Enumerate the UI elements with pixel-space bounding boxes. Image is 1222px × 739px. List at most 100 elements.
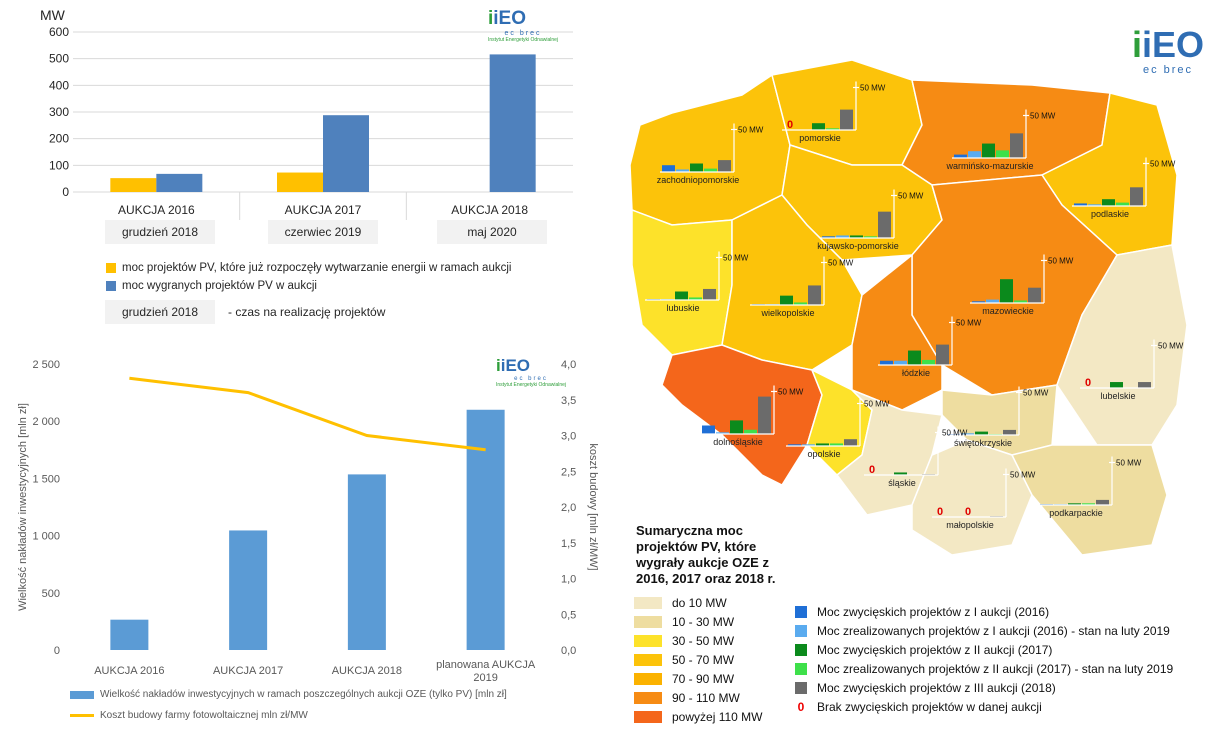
series-swatch bbox=[795, 643, 807, 656]
logo-tagline: ec brec bbox=[504, 30, 542, 37]
series-swatch bbox=[795, 662, 807, 675]
scale-label: 50 MW bbox=[1010, 471, 1036, 480]
band-row: 90 - 110 MW bbox=[634, 688, 762, 707]
zero-marker: 0 bbox=[937, 506, 943, 518]
legend-swatch-yellow bbox=[106, 263, 116, 273]
region-bar bbox=[744, 429, 757, 434]
investment-chart: 0 500 1 000 1 500 2 000 2 500 0,0 0,5 1,0 1,5 2,0 2… bbox=[17, 359, 599, 684]
region-bar bbox=[812, 123, 825, 130]
region-bar bbox=[982, 143, 995, 158]
ieo-logo: iiEO ec brec Instytut Energetyki Odnawia… bbox=[488, 8, 559, 43]
band-label: 50 - 70 MW bbox=[672, 652, 735, 667]
series-swatch bbox=[795, 624, 807, 637]
region-bar bbox=[690, 163, 703, 172]
power-band-legend: do 10 MW 10 - 30 MW 30 - 50 MW 50 - 70 M… bbox=[634, 593, 762, 726]
region-bar bbox=[758, 396, 771, 434]
region-name: warmińsko-mazurskie bbox=[945, 161, 1033, 171]
region-bar bbox=[1116, 202, 1129, 206]
logo-text: iEO bbox=[493, 8, 527, 29]
region-bar bbox=[675, 291, 688, 300]
region-bar bbox=[961, 433, 974, 435]
zero-marker: 0 bbox=[1085, 377, 1091, 389]
region-bar bbox=[794, 302, 807, 305]
region-bar bbox=[1138, 382, 1151, 388]
band-row: 10 - 30 MW bbox=[634, 612, 762, 631]
legend-deadline-desc: - czas na realizację projektów bbox=[228, 305, 386, 319]
y-tick-label: 2 500 bbox=[32, 359, 60, 371]
legend-yellow: moc projektów PV, które już rozpoczęły w… bbox=[106, 262, 511, 274]
scale-label: 50 MW bbox=[723, 254, 749, 263]
series-row: Moc zrealizowanych projektów z II aukcji… bbox=[795, 659, 1173, 678]
band-label: 30 - 50 MW bbox=[672, 633, 735, 648]
region-bar bbox=[894, 360, 907, 365]
x-tick-label: 2019 bbox=[473, 672, 497, 684]
region-bar bbox=[908, 350, 921, 365]
scale-label: 50 MW bbox=[864, 400, 890, 409]
y2-tick-label: 2,0 bbox=[561, 502, 576, 514]
region-bar bbox=[1102, 199, 1115, 206]
x-tick-label: AUKCJA 2017 bbox=[213, 665, 283, 677]
scale-label: 50 MW bbox=[778, 388, 804, 397]
bar bbox=[466, 409, 505, 650]
scale-label: 50 MW bbox=[956, 319, 982, 328]
y2-tick-label: 1,0 bbox=[561, 574, 576, 586]
band-label: 10 - 30 MW bbox=[672, 614, 735, 629]
legend-deadline-box: grudzień 2018 bbox=[105, 300, 215, 324]
map-title-line-2: projektów PV, które bbox=[636, 539, 757, 554]
region-name: łódzkie bbox=[902, 368, 930, 378]
region-bar bbox=[808, 285, 821, 305]
series-label: Moc zrealizowanych projektów z I aukcji … bbox=[817, 623, 1170, 638]
region-dolnoslaskie bbox=[661, 344, 823, 486]
region-bar bbox=[986, 299, 999, 303]
x-tick-label: AUKCJA 2016 bbox=[94, 665, 164, 677]
scale-label: 50 MW bbox=[942, 429, 968, 438]
region-bar bbox=[954, 154, 967, 158]
x-tick-label: AUKCJA 2016 bbox=[118, 203, 195, 217]
zero-marker: 0 bbox=[965, 506, 971, 518]
region-bar bbox=[718, 160, 731, 172]
legend-swatch-blue bbox=[106, 281, 116, 291]
region-bar bbox=[864, 236, 877, 238]
region-name: mazowieckie bbox=[982, 306, 1034, 316]
region-bar bbox=[1068, 503, 1081, 505]
logo-tagline: ec brec bbox=[1142, 64, 1194, 76]
region-bar bbox=[780, 295, 793, 305]
region-name: opolskie bbox=[807, 449, 840, 459]
bar bbox=[323, 115, 369, 192]
bar bbox=[489, 54, 536, 193]
legend-yellow-label: moc projektów PV, które już rozpoczęły w… bbox=[122, 262, 512, 274]
bar bbox=[110, 178, 157, 192]
y-tick-label: 200 bbox=[49, 132, 69, 146]
region-bar bbox=[816, 443, 829, 446]
y-tick-label: 500 bbox=[49, 52, 69, 66]
series-swatch bbox=[795, 681, 807, 694]
y-tick-label: 0 bbox=[54, 645, 60, 657]
region-bar bbox=[972, 301, 985, 303]
region-bar bbox=[936, 344, 949, 365]
y-tick-label: 100 bbox=[49, 158, 69, 172]
series-row: Moc zrealizowanych projektów z I aukcji … bbox=[795, 621, 1173, 640]
region-bar bbox=[975, 431, 988, 435]
region-bar bbox=[1096, 499, 1109, 505]
x-tick-label: planowana AUKCJA bbox=[436, 659, 536, 671]
scale-label: 50 MW bbox=[828, 259, 854, 268]
band-label: 90 - 110 MW bbox=[672, 690, 740, 705]
region-malopolskie bbox=[911, 439, 1033, 556]
logo-tagline: ec brec bbox=[514, 376, 548, 382]
bar bbox=[229, 530, 268, 650]
region-name: kujawsko-pomorskie bbox=[817, 241, 899, 251]
legend-bar: Wielkość nakładów inwestycyjnych w ramac… bbox=[70, 689, 507, 700]
region-podkarpackie bbox=[1010, 444, 1168, 556]
region-bar bbox=[894, 472, 907, 475]
bar bbox=[156, 173, 203, 192]
auction-power-chart-panel: MW 0 100 200 300 400 500 600 AUKCJA 2016 AUKCJA 2… bbox=[18, 0, 588, 330]
legend-swatch-bar bbox=[70, 690, 94, 699]
y2-tick-label: 0,0 bbox=[561, 645, 576, 657]
y2-tick-label: 1,5 bbox=[561, 538, 576, 550]
y2-tick-label: 0,5 bbox=[561, 609, 576, 621]
region-name: małopolskie bbox=[946, 520, 994, 530]
y-tick-label: 400 bbox=[49, 78, 69, 92]
y-axis-label: Wielkość nakładów inwestycyjnych [mln zł… bbox=[17, 403, 29, 611]
series-label: Moc zwycięskich projektów z III aukcji (… bbox=[817, 680, 1056, 695]
series-row: Moc zwycięskich projektów z II aukcji (2… bbox=[795, 640, 1173, 659]
